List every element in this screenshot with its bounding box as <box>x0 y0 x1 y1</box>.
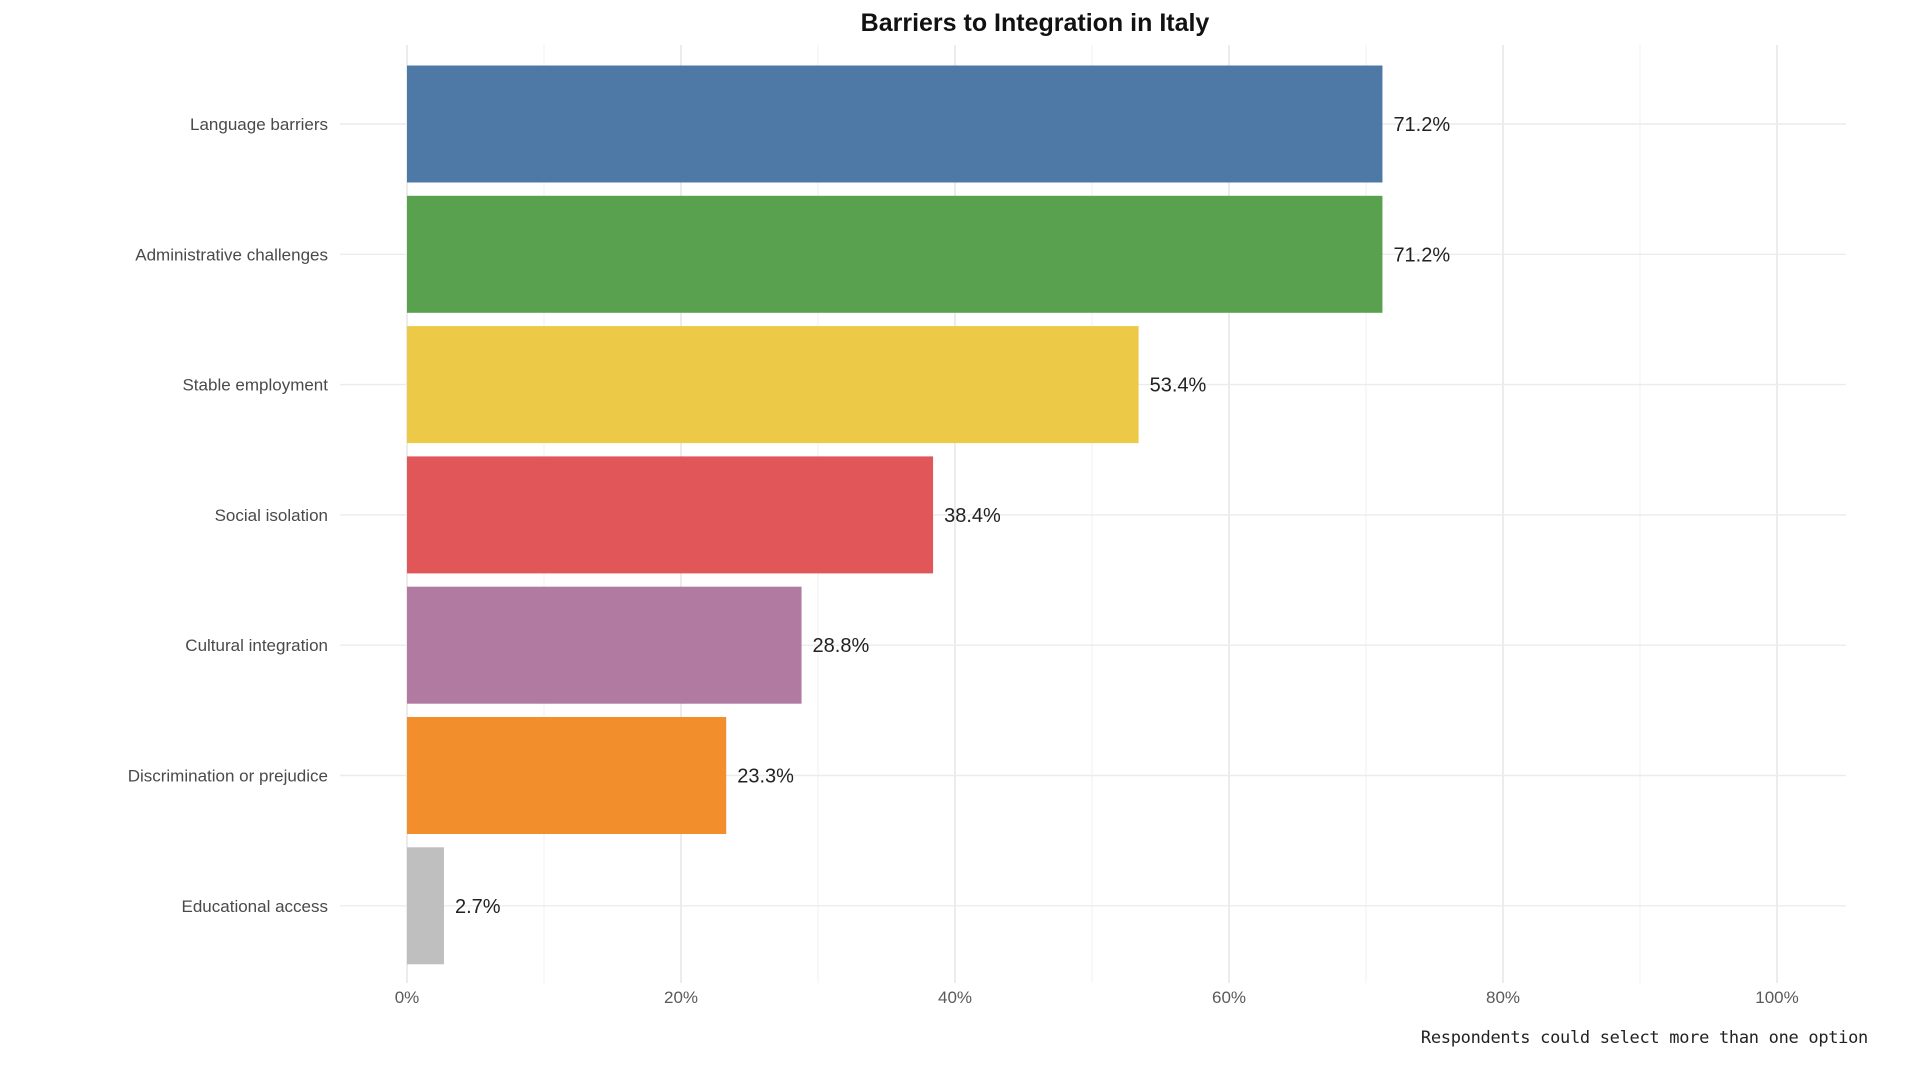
data-label: 38.4% <box>944 505 1001 527</box>
data-label: 28.8% <box>813 635 870 657</box>
bar <box>407 586 802 704</box>
chart-title: Barriers to Integration in Italy <box>861 9 1210 37</box>
bars <box>407 65 1383 965</box>
data-label: 53.4% <box>1150 375 1207 397</box>
chart-caption: Respondents could select more than one o… <box>1420 1028 1868 1048</box>
bar <box>407 195 1383 313</box>
category-label: Discrimination or prejudice <box>128 767 328 786</box>
data-label: 71.2% <box>1393 244 1450 266</box>
x-tick-label: 60% <box>1212 988 1246 1007</box>
data-label: 71.2% <box>1393 114 1450 136</box>
bar <box>407 65 1383 183</box>
x-tick-label: 20% <box>664 988 698 1007</box>
category-label: Stable employment <box>182 376 328 395</box>
x-tick-label: 100% <box>1755 988 1798 1007</box>
data-label: 2.7% <box>455 896 501 918</box>
data-label: 23.3% <box>737 766 794 788</box>
category-label: Cultural integration <box>185 636 328 655</box>
x-tick-label: 40% <box>938 988 972 1007</box>
category-label: Educational access <box>182 897 328 916</box>
category-label: Administrative challenges <box>135 245 328 264</box>
x-tick-label: 80% <box>1486 988 1520 1007</box>
category-label: Social isolation <box>215 506 328 525</box>
bar <box>407 847 444 965</box>
x-tick-label: 0% <box>395 988 420 1007</box>
labels: Language barriers 71.2% Administrative cha… <box>128 114 1799 1007</box>
category-label: Language barriers <box>190 115 328 134</box>
bar <box>407 326 1139 444</box>
bar <box>407 456 934 574</box>
bar <box>407 717 727 834</box>
